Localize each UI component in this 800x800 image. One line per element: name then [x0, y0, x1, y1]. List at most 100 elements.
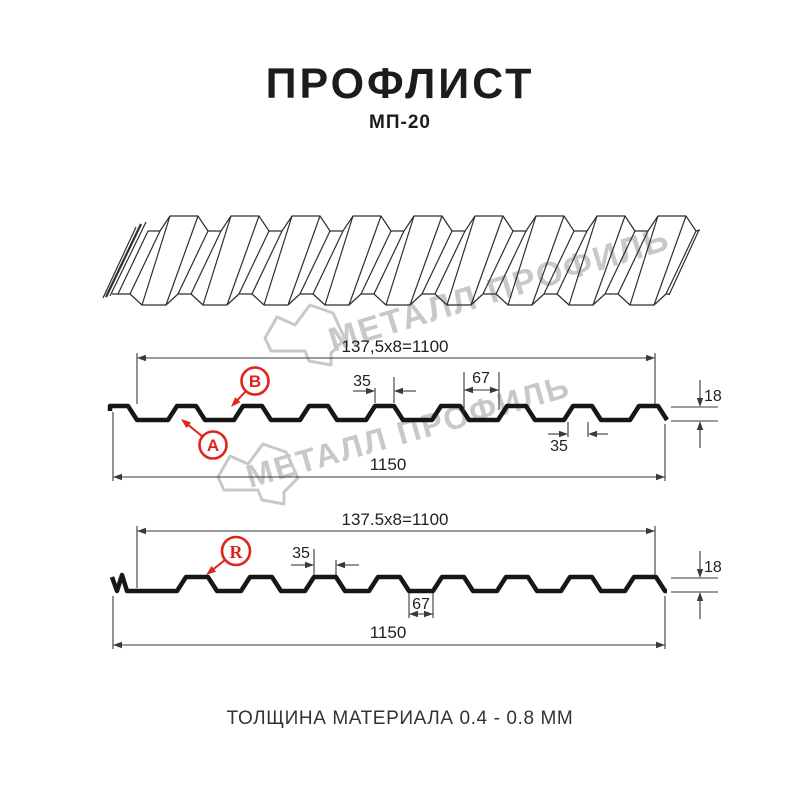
sheet-left-cut-edge: [109, 221, 147, 297]
rib-edge-line: [617, 230, 649, 295]
arrowhead: [464, 386, 473, 394]
rib-edge-line: [665, 230, 697, 295]
annotation-leader-line: [213, 559, 226, 570]
profile-outline: [109, 572, 668, 594]
arrowhead: [696, 569, 704, 578]
arrowhead: [490, 386, 499, 394]
rib-bottom-dim-label: 35: [550, 438, 568, 455]
rib-edge-line: [141, 215, 171, 306]
arrowhead: [113, 641, 122, 649]
sheet-left-edge: [117, 230, 149, 295]
valley-dim-label: 67: [412, 596, 430, 613]
arrowhead: [366, 387, 375, 395]
valley-dim-label: 67: [472, 370, 490, 387]
total-width-dim-label: 1150: [370, 623, 407, 642]
marker-b-letter: B: [249, 372, 261, 391]
marker-b-badge: B: [240, 366, 270, 396]
rib-edge-line: [653, 215, 687, 306]
rib-edge-line: [604, 230, 636, 295]
marker-a-circle: [198, 430, 228, 460]
marker-r-circle: [220, 535, 252, 567]
marker-r-badge: R: [220, 535, 252, 567]
rib-edge-line: [482, 230, 514, 295]
rib-edge-line: [287, 215, 321, 306]
annotation-arrowhead: [231, 397, 241, 407]
height-dim-label: 18: [704, 388, 722, 405]
sheet-left-cut-edge: [102, 226, 137, 299]
rib-edge-line: [226, 215, 260, 306]
rib-edge-line: [556, 230, 588, 295]
rib-edge-line: [373, 230, 405, 295]
arrowhead: [137, 354, 146, 362]
cross-section-r-geometry: [109, 526, 718, 649]
metall-profil-logo-icon: [263, 303, 347, 367]
rib-edge-line: [129, 230, 161, 295]
sheet-right-edge: [668, 229, 700, 296]
rib-edge-line: [312, 230, 344, 295]
profile-outline: [107, 403, 669, 423]
arrowhead: [394, 387, 403, 395]
page-subtitle: МП-20: [369, 112, 431, 133]
arrowhead: [696, 421, 704, 430]
arrowhead: [559, 430, 568, 438]
material-thickness-note: ТОЛЩИНА МАТЕРИАЛА 0.4 - 0.8 ММ: [226, 708, 574, 729]
rib-edge-line: [421, 230, 453, 295]
arrowhead: [409, 610, 418, 618]
annotation-arrowhead: [181, 419, 192, 429]
sheet-3d-view: [102, 215, 701, 306]
marker-r-letter: R: [230, 542, 244, 562]
marker-a-badge: A: [198, 430, 228, 460]
marker-a-letter: A: [207, 436, 219, 455]
working-width-dim-label: 137.5x8=1100: [342, 510, 449, 529]
rib-edge-line: [165, 215, 199, 306]
watermark-logo-top: МЕТАЛЛ ПРОФИЛЬ: [263, 220, 674, 367]
sheet-bottom-edge: [112, 293, 670, 306]
watermark-text-middle: МЕТАЛЛ ПРОФИЛЬ: [242, 368, 574, 495]
rib-edge-line: [190, 230, 222, 295]
annotation-arrowhead: [206, 565, 217, 575]
rib-top-dim-label: 35: [353, 373, 371, 390]
cross-section-a-geometry: [107, 353, 718, 481]
height-dim-label: 18: [704, 559, 722, 576]
arrowhead: [336, 561, 345, 569]
arrowhead: [646, 527, 655, 535]
rib-edge-line: [385, 215, 415, 306]
rib-top-dim-label: 35: [292, 545, 310, 562]
metall-profil-logo-icon: [216, 442, 300, 506]
rib-edge-line: [629, 215, 659, 306]
rib-edge-line: [299, 230, 331, 295]
rib-edge-line: [470, 215, 504, 306]
rib-edge-line: [324, 215, 354, 306]
arrowhead: [656, 641, 665, 649]
rib-edge-line: [543, 230, 575, 295]
sheet-top-edge: [148, 215, 701, 232]
rib-edge-line: [531, 215, 565, 306]
arrowhead: [656, 473, 665, 481]
rib-edge-line: [507, 215, 537, 306]
sheet-left-cut-edge: [105, 223, 142, 298]
rib-edge-line: [251, 230, 283, 295]
page-title: ПРОФЛИСТ: [265, 60, 535, 108]
rib-edge-line: [348, 215, 382, 306]
working-width-dim-label: 137,5x8=1100: [342, 337, 449, 356]
rib-edge-line: [409, 215, 443, 306]
rib-edge-line: [568, 215, 598, 306]
arrowhead: [113, 473, 122, 481]
annotation-leader-line: [188, 424, 204, 438]
arrowhead: [137, 527, 146, 535]
rib-edge-line: [238, 230, 270, 295]
arrowhead: [696, 398, 704, 407]
arrowhead: [424, 610, 433, 618]
arrowhead: [696, 592, 704, 601]
arrowhead: [305, 561, 314, 569]
rib-edge-line: [202, 215, 232, 306]
annotation-leader-line: [237, 390, 247, 401]
rib-edge-line: [177, 230, 209, 295]
rib-edge-line: [446, 215, 476, 306]
rib-edge-line: [434, 230, 466, 295]
total-width-dim-label: 1150: [370, 455, 407, 474]
arrowhead: [646, 354, 655, 362]
rib-edge-line: [360, 230, 392, 295]
